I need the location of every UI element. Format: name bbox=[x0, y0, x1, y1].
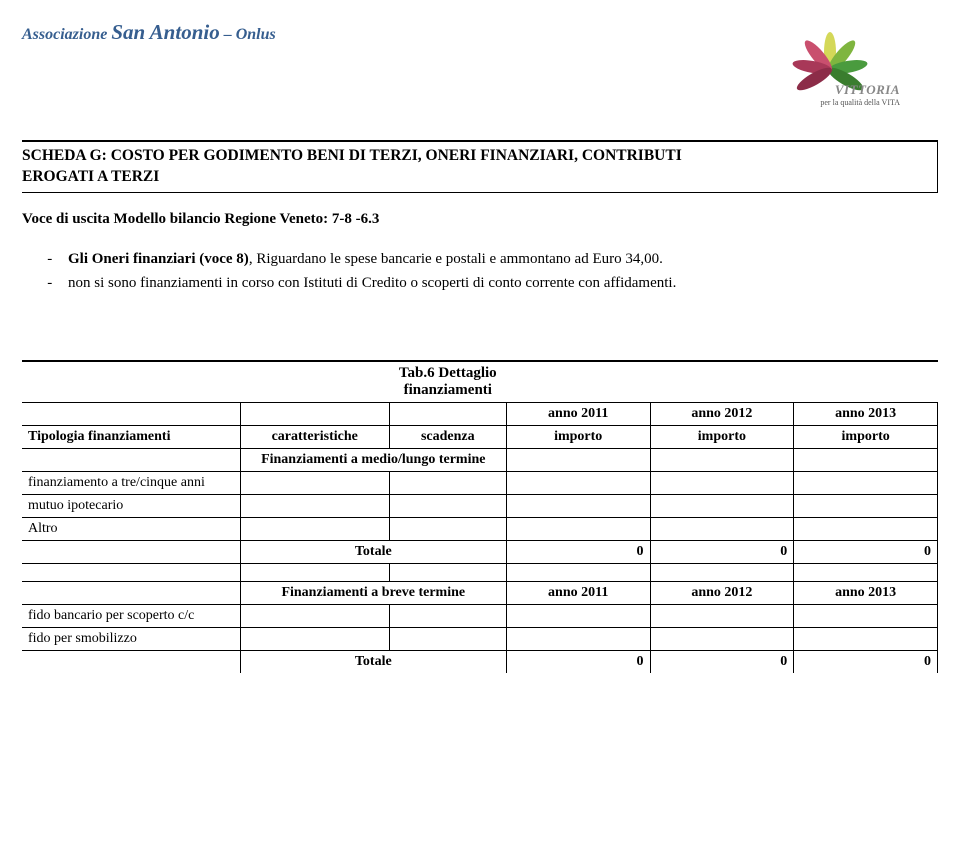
title-block: SCHEDA G: COSTO PER GODIMENTO BENI DI TE… bbox=[22, 140, 938, 193]
spacer-row bbox=[22, 563, 938, 581]
logo-title: VITTORIA bbox=[820, 82, 900, 98]
bullet-1-bold: Gli Oneri finanziari (voce 8) bbox=[68, 251, 249, 267]
section-header: Finanziamenti a medio/lungo termine bbox=[240, 448, 506, 471]
row-label: fido bancario per scoperto c/c bbox=[22, 604, 240, 627]
table-caption-row: Tab.6 Dettaglio finanziamenti bbox=[22, 361, 938, 403]
subtitle: Voce di uscita Modello bilancio Regione … bbox=[22, 211, 938, 228]
logo-text: VITTORIA per la qualità della VITA bbox=[820, 82, 900, 107]
table2-year-2013: anno 2013 bbox=[794, 581, 938, 604]
row-label: finanziamento a tre/cinque anni bbox=[22, 471, 240, 494]
col-importo-3: importo bbox=[794, 425, 938, 448]
row-label: Altro bbox=[22, 517, 240, 540]
col-caratteristiche: caratteristiche bbox=[240, 425, 389, 448]
page-content: SCHEDA G: COSTO PER GODIMENTO BENI DI TE… bbox=[0, 115, 960, 673]
org-prefix: Associazione bbox=[22, 26, 107, 43]
total-label-2: Totale bbox=[240, 650, 506, 673]
table-row: mutuo ipotecario bbox=[22, 494, 938, 517]
org-name: Associazione San Antonio – Onlus bbox=[22, 20, 276, 45]
table-row: finanziamento a tre/cinque anni bbox=[22, 471, 938, 494]
logo: VITTORIA per la qualità della VITA bbox=[760, 20, 900, 115]
row-label: fido per smobilizzo bbox=[22, 627, 240, 650]
total2-2011: 0 bbox=[506, 650, 650, 673]
col-tipologia: Tipologia finanziamenti bbox=[22, 425, 240, 448]
col-scadenza: scadenza bbox=[389, 425, 506, 448]
org-main: San Antonio bbox=[111, 20, 219, 44]
title-line-2: EROGATI A TERZI bbox=[22, 167, 938, 188]
financing-table: Tab.6 Dettaglio finanziamenti anno 2011 … bbox=[22, 360, 938, 673]
total-2012: 0 bbox=[650, 540, 794, 563]
total-2011: 0 bbox=[506, 540, 650, 563]
total2-2012: 0 bbox=[650, 650, 794, 673]
table-row: Altro bbox=[22, 517, 938, 540]
section-header-row: Finanziamenti a medio/lungo termine bbox=[22, 448, 938, 471]
table-row: fido per smobilizzo bbox=[22, 627, 938, 650]
year-2011: anno 2011 bbox=[506, 402, 650, 425]
table2-year-2011: anno 2011 bbox=[506, 581, 650, 604]
year-2012: anno 2012 bbox=[650, 402, 794, 425]
year-row: anno 2011 anno 2012 anno 2013 bbox=[22, 402, 938, 425]
bullet-list: Gli Oneri finanziari (voce 8), Riguardan… bbox=[22, 248, 938, 295]
table2-header-row: Finanziamenti a breve termine anno 2011 … bbox=[22, 581, 938, 604]
row-label: mutuo ipotecario bbox=[22, 494, 240, 517]
bullet-1-rest: , Riguardano le spese bancarie e postali… bbox=[249, 251, 663, 267]
total-row: Totale 0 0 0 bbox=[22, 540, 938, 563]
logo-tagline: per la qualità della VITA bbox=[820, 98, 900, 107]
col-importo-2: importo bbox=[650, 425, 794, 448]
column-header-row: Tipologia finanziamenti caratteristiche … bbox=[22, 425, 938, 448]
bullet-2: non si sono finanziamenti in corso con I… bbox=[56, 272, 938, 295]
total-row-2: Totale 0 0 0 bbox=[22, 650, 938, 673]
table2-section-header: Finanziamenti a breve termine bbox=[240, 581, 506, 604]
year-2013: anno 2013 bbox=[794, 402, 938, 425]
total2-2013: 0 bbox=[794, 650, 938, 673]
total-2013: 0 bbox=[794, 540, 938, 563]
title-line-1: SCHEDA G: COSTO PER GODIMENTO BENI DI TE… bbox=[22, 146, 938, 167]
total-label: Totale bbox=[240, 540, 506, 563]
table2-year-2012: anno 2012 bbox=[650, 581, 794, 604]
org-suffix: – Onlus bbox=[224, 26, 276, 43]
table-row: fido bancario per scoperto c/c bbox=[22, 604, 938, 627]
table-caption: Tab.6 Dettaglio finanziamenti bbox=[389, 361, 506, 403]
col-importo-1: importo bbox=[506, 425, 650, 448]
bullet-1: Gli Oneri finanziari (voce 8), Riguardan… bbox=[56, 248, 938, 271]
page-header: Associazione San Antonio – Onlus VITTORI… bbox=[0, 0, 960, 115]
